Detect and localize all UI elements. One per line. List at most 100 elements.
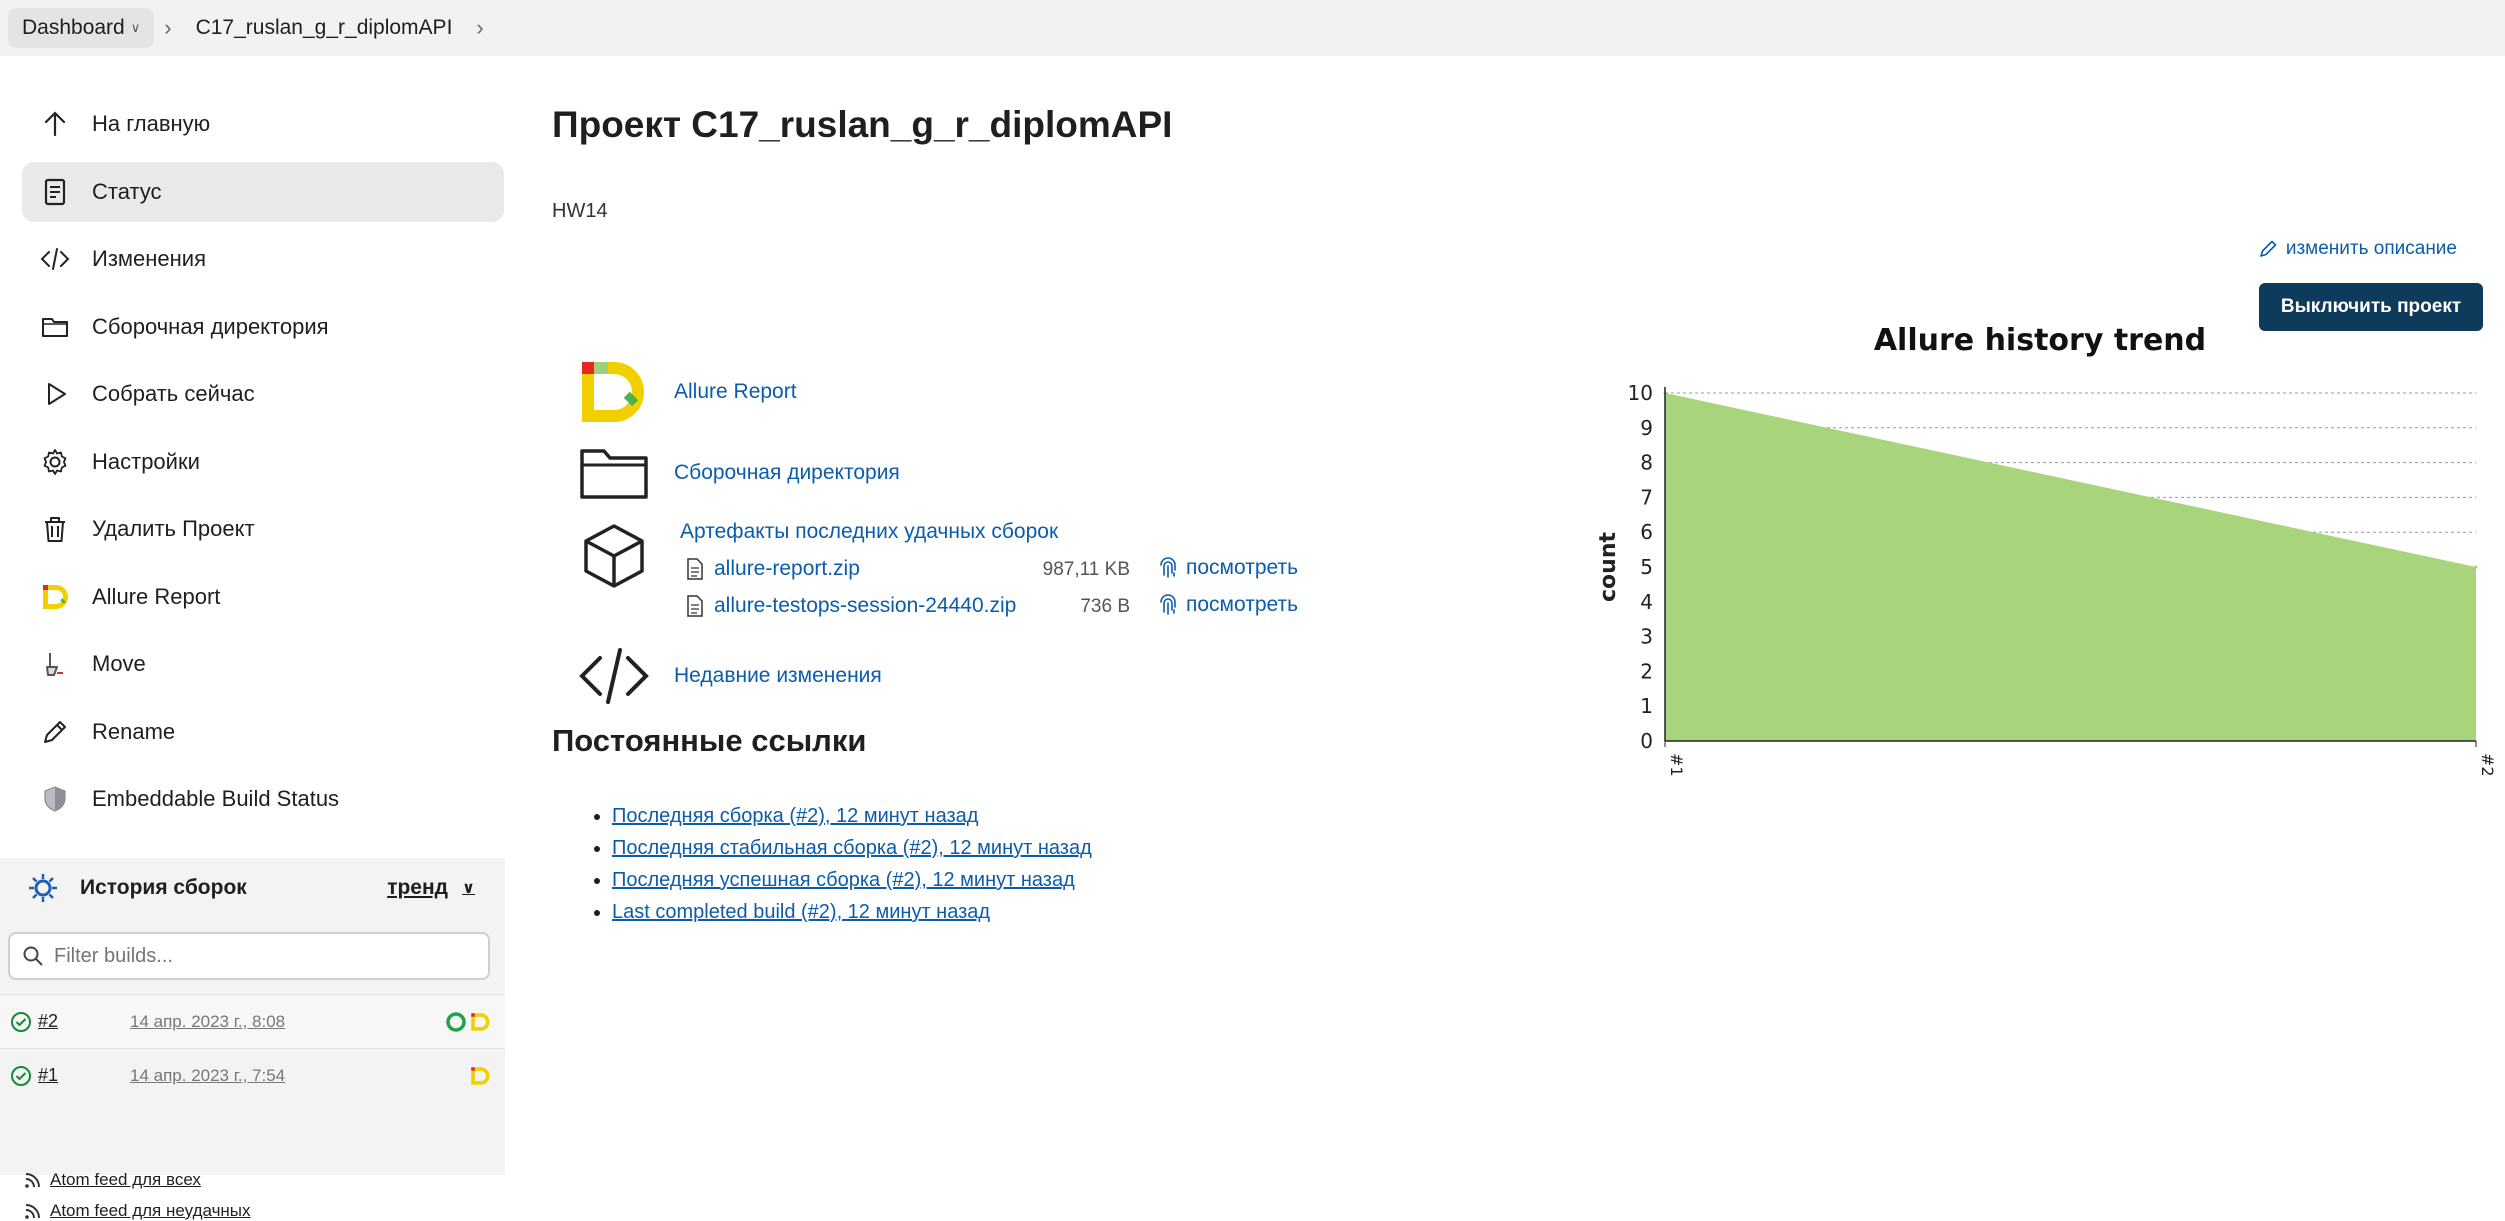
- fingerprint-icon: [1160, 557, 1176, 578]
- allure-icon[interactable]: [469, 1011, 491, 1033]
- x-tick-label: #2: [2478, 753, 2497, 777]
- artifact-file-link[interactable]: allure-report.zip: [714, 557, 860, 580]
- artifact-size: 736 B: [1080, 596, 1130, 617]
- sidebar-item-status[interactable]: Статус: [22, 162, 504, 222]
- artifact-file-link[interactable]: allure-testops-session-24440.zip: [714, 594, 1017, 617]
- permalink-last-stable[interactable]: Последняя стабильная сборка (#2), 12 мин…: [612, 837, 1092, 859]
- sidebar-item-build-status[interactable]: Embeddable Build Status: [22, 769, 504, 829]
- artifact-view-link[interactable]: посмотреть: [1158, 556, 1298, 580]
- success-icon: [11, 1011, 31, 1032]
- filter-builds-field[interactable]: [8, 932, 490, 980]
- chevron-right-icon[interactable]: ›: [476, 15, 484, 40]
- sidebar-item-build-now[interactable]: Собрать сейчас: [22, 364, 504, 424]
- list-item: Последняя сборка (#2), 12 минут назад: [612, 805, 1092, 837]
- gear-icon: [38, 445, 72, 479]
- chart-title: Allure history trend: [1874, 323, 2206, 358]
- trend-link[interactable]: тренд ∨: [387, 876, 475, 900]
- sidebar-item-label: Allure Report: [92, 584, 221, 609]
- breadcrumb-project-label: C17_ruslan_g_r_diplomAPI: [195, 16, 453, 39]
- allure-icon[interactable]: [578, 356, 650, 428]
- sidebar-item-settings[interactable]: Настройки: [22, 432, 504, 492]
- success-icon: [11, 1065, 31, 1086]
- fingerprint-icon: [1160, 594, 1176, 615]
- build-history-title: История сборок: [80, 876, 247, 899]
- list-item: Последняя успешная сборка (#2), 12 минут…: [612, 869, 1092, 901]
- workspace-link[interactable]: Сборочная директория: [674, 461, 900, 484]
- filter-builds-input[interactable]: [54, 944, 474, 968]
- sidebar-item-rename[interactable]: Rename: [22, 702, 504, 762]
- artifact-file: allure-testops-session-24440.zip: [686, 594, 1016, 618]
- recent-changes-link[interactable]: Недавние изменения: [674, 664, 882, 687]
- permalink-last-build[interactable]: Последняя сборка (#2), 12 минут назад: [612, 805, 979, 827]
- sidebar-item-changes[interactable]: Изменения: [22, 229, 504, 289]
- play-icon: [38, 377, 72, 411]
- y-axis-label: count: [1596, 532, 1621, 602]
- package-icon: [578, 520, 650, 592]
- y-tick-label: 4: [1640, 590, 1653, 614]
- file-icon: [687, 595, 703, 617]
- folder-icon: [38, 310, 72, 344]
- build-number-link[interactable]: #1: [38, 1065, 59, 1085]
- code-icon[interactable]: [578, 640, 650, 712]
- x-tick-label: #1: [1667, 753, 1686, 777]
- artifact-view-link[interactable]: посмотреть: [1158, 593, 1298, 617]
- sidebar-item-label: Удалить Проект: [92, 516, 255, 541]
- allure-report-link[interactable]: Allure Report: [674, 380, 797, 403]
- allure-report-row: Allure Report: [578, 356, 797, 428]
- recent-changes-row: Недавние изменения: [578, 640, 882, 712]
- sidebar-item-label: Изменения: [92, 246, 206, 271]
- disable-project-button[interactable]: Выключить проект: [2259, 283, 2483, 331]
- sidebar-item-workspace[interactable]: Сборочная директория: [22, 297, 504, 357]
- sidebar-item-allure[interactable]: Allure Report: [22, 567, 504, 627]
- y-tick-label: 8: [1640, 451, 1653, 475]
- artifacts-row: [578, 520, 674, 592]
- breadcrumb: Dashboard ∨ › C17_ruslan_g_r_diplomAPI ›: [0, 0, 2505, 56]
- permalinks-list: Последняя сборка (#2), 12 минут назад По…: [590, 805, 1092, 933]
- sidebar-item-label: Embeddable Build Status: [92, 786, 340, 811]
- build-badges: [469, 1065, 491, 1087]
- allure-icon[interactable]: [469, 1065, 491, 1087]
- atom-feed-all: Atom feed для всех: [24, 1170, 201, 1190]
- chevron-down-icon[interactable]: ∨: [130, 20, 141, 35]
- breadcrumb-dashboard[interactable]: Dashboard ∨: [8, 8, 155, 48]
- sidebar-item-label: Собрать сейчас: [92, 381, 255, 406]
- build-history-header: История сборок тренд ∨: [0, 858, 505, 918]
- allure-history-trend-chart[interactable]: Allure history trend 0 1 2 3 4 5 6 7 8 9 10 count #1 #…: [1580, 320, 2500, 790]
- document-icon: [38, 175, 72, 209]
- atom-feed-all-link[interactable]: Atom feed для всех: [50, 1170, 201, 1189]
- list-item: Последняя стабильная сборка (#2), 12 мин…: [612, 837, 1092, 869]
- build-number-link[interactable]: #2: [38, 1011, 59, 1031]
- sidebar-item-move[interactable]: Move: [22, 634, 504, 694]
- build-badges: [445, 1011, 491, 1033]
- y-tick-label: 2: [1640, 659, 1653, 683]
- permalink-last-completed[interactable]: Last completed build (#2), 12 минут наза…: [612, 901, 991, 923]
- build-date-link[interactable]: 14 апр. 2023 г., 7:54: [130, 1065, 286, 1085]
- build-row[interactable]: #2 14 апр. 2023 г., 8:08: [0, 994, 505, 1048]
- edit-description-link[interactable]: изменить описание: [2258, 238, 2457, 260]
- list-item: Last completed build (#2), 12 минут наза…: [612, 901, 1092, 933]
- build-date-link[interactable]: 14 апр. 2023 г., 8:08: [130, 1011, 286, 1031]
- workspace-row: Сборочная директория: [578, 437, 900, 509]
- build-history: История сборок тренд ∨ #2 14 апр. 2023 г…: [0, 858, 505, 1220]
- pencil-icon: [38, 715, 72, 749]
- area-series: [1665, 393, 2476, 741]
- sidebar-item-delete[interactable]: Удалить Проект: [22, 499, 504, 559]
- y-tick-label: 10: [1628, 381, 1653, 405]
- sidebar-item-label: На главную: [92, 111, 211, 136]
- build-row[interactable]: #1 14 апр. 2023 г., 7:54: [0, 1048, 505, 1102]
- page-title: Проект C17_ruslan_g_r_diplomAPI: [552, 104, 1173, 145]
- artifacts-link[interactable]: Артефакты последних удачных сборок: [680, 520, 1059, 543]
- atom-feed-failed-link[interactable]: Atom feed для неудачных: [50, 1201, 251, 1220]
- permalinks-title: Постоянные ссылки: [552, 723, 867, 758]
- folder-icon[interactable]: [578, 437, 650, 509]
- sidebar-item-label: Настройки: [92, 449, 200, 474]
- artifact-view-label: посмотреть: [1186, 556, 1299, 579]
- testops-icon[interactable]: [445, 1011, 467, 1033]
- y-tick-label: 5: [1640, 555, 1653, 579]
- sidebar-item-label: Сборочная директория: [92, 314, 329, 339]
- allure-icon: [38, 580, 72, 614]
- permalink-last-successful[interactable]: Последняя успешная сборка (#2), 12 минут…: [612, 869, 1075, 891]
- breadcrumb-project[interactable]: C17_ruslan_g_r_diplomAPI: [182, 8, 467, 48]
- artifact-view-label: посмотреть: [1186, 593, 1299, 616]
- sidebar-item-home[interactable]: На главную: [22, 94, 504, 154]
